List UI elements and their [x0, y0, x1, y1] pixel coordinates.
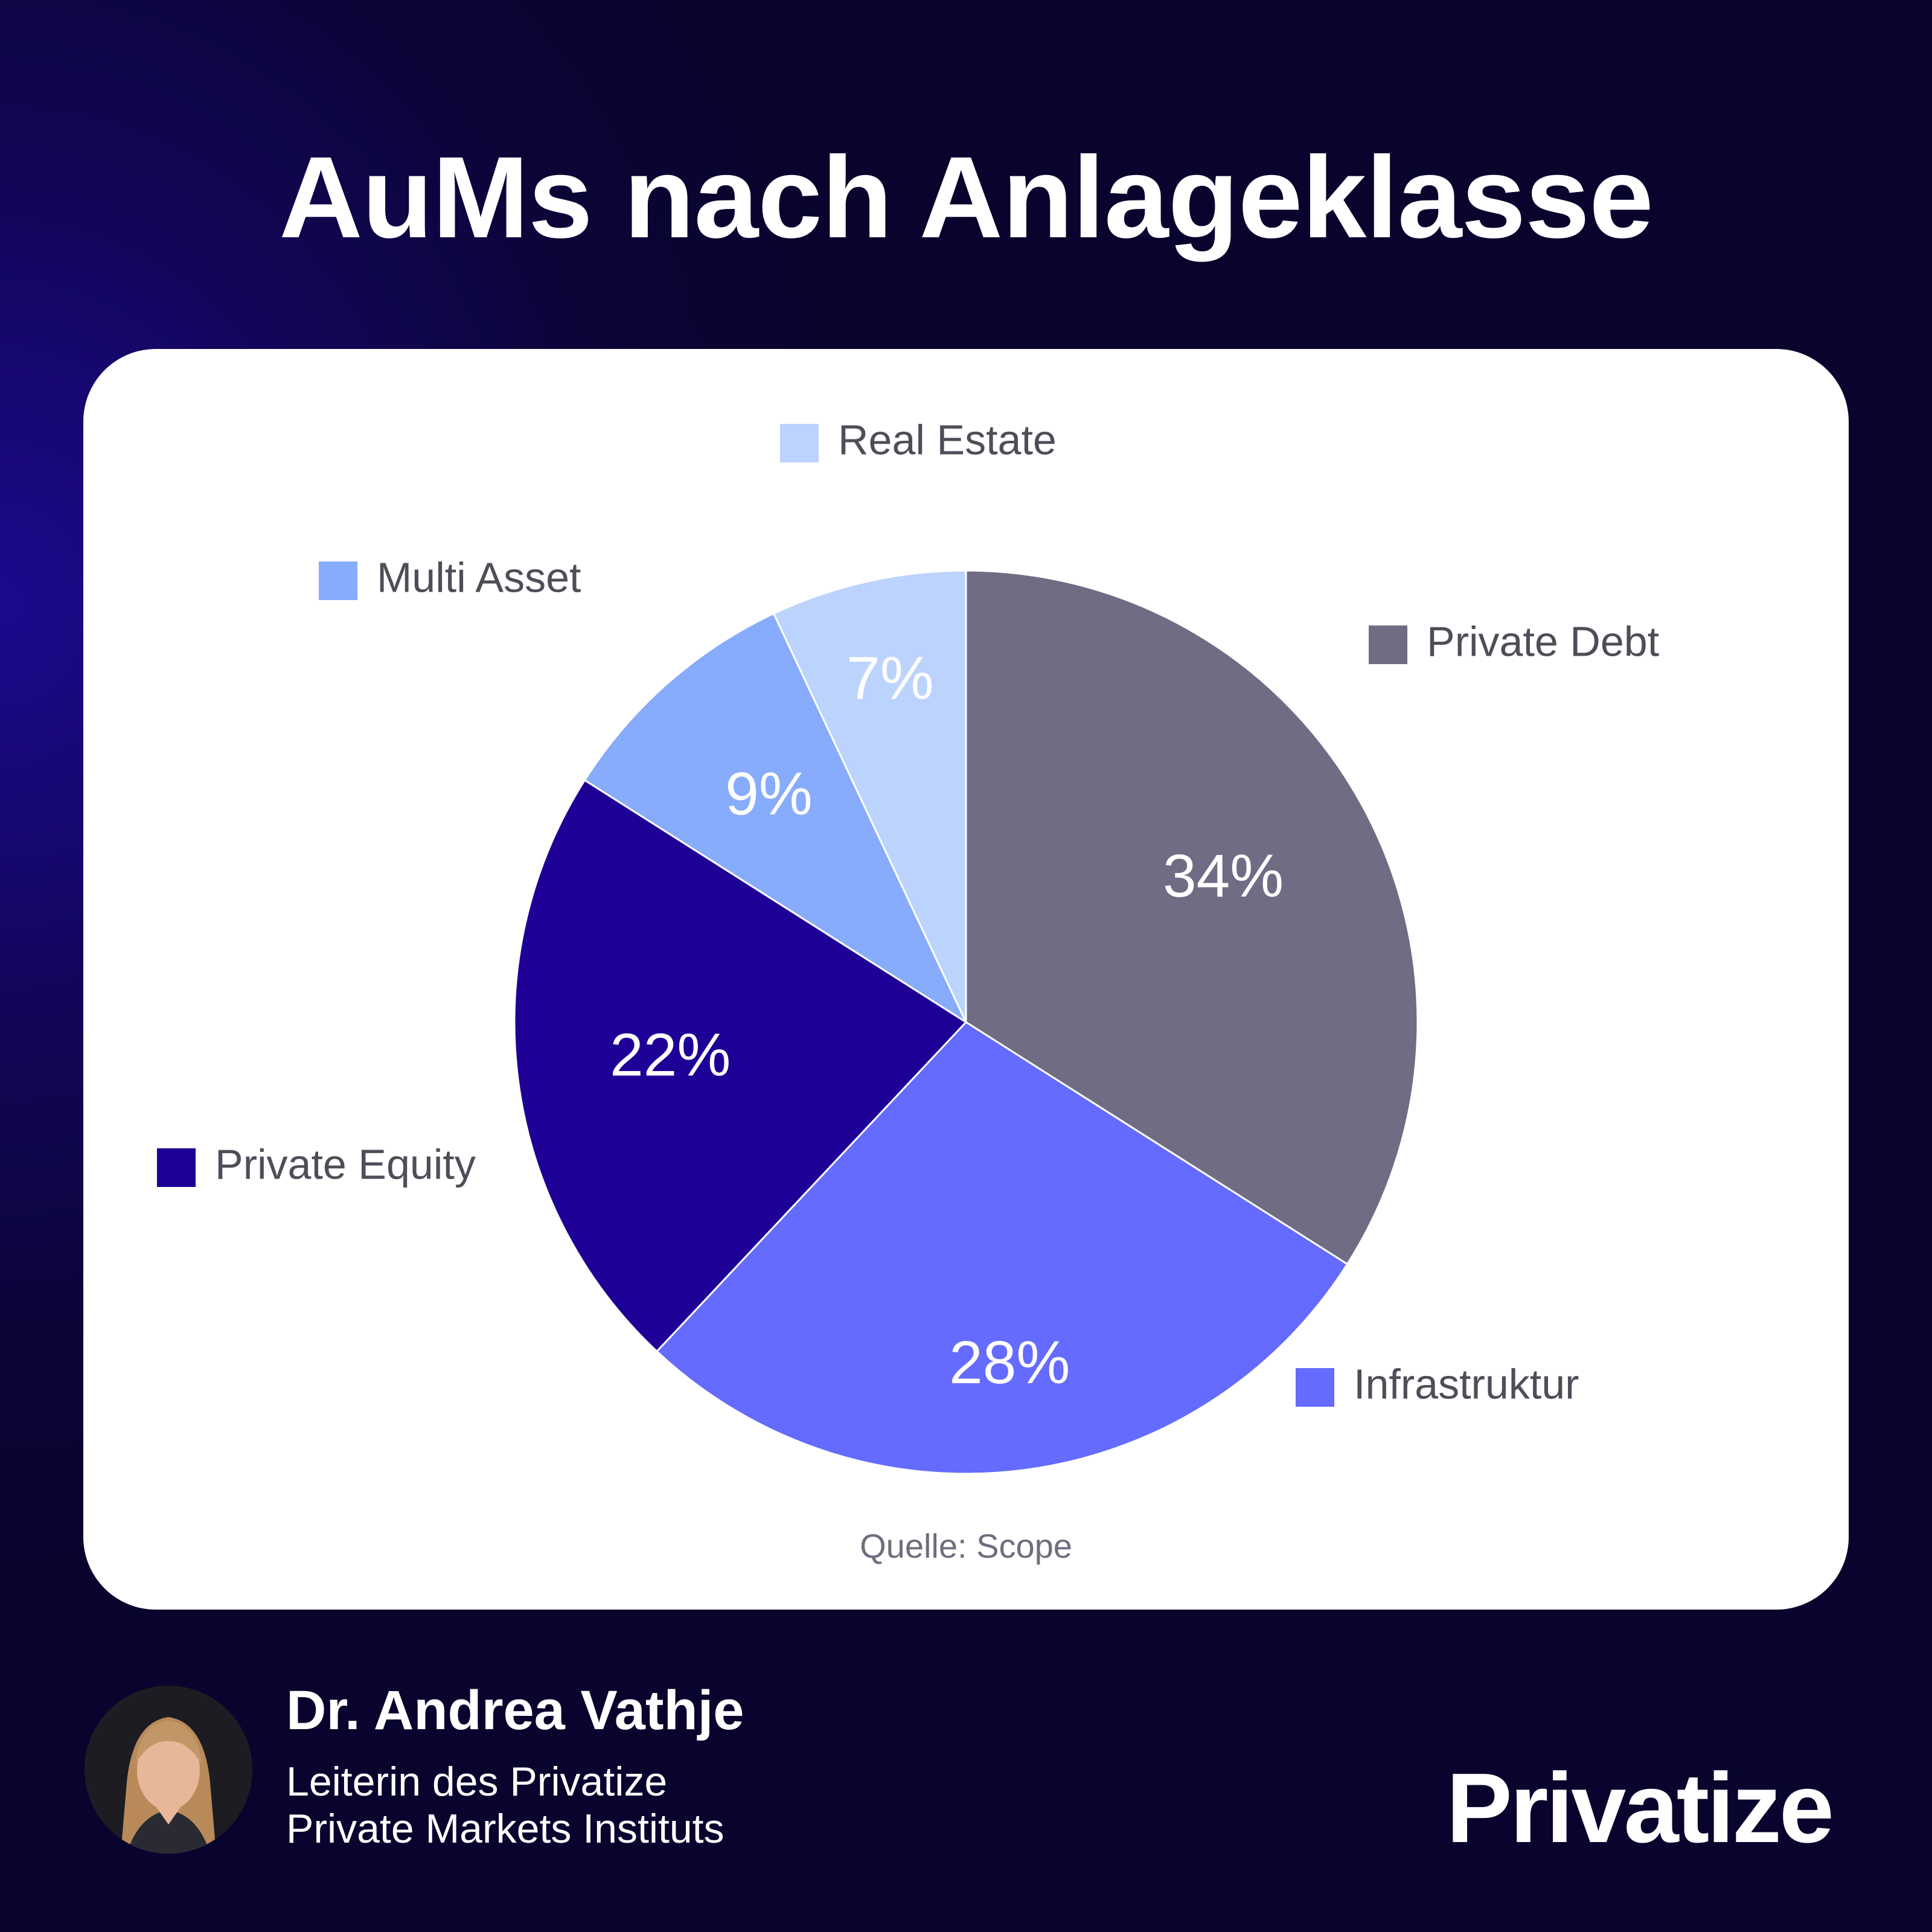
- legend-item-multi-asset: Multi Asset: [319, 554, 581, 601]
- author-role-line-2: Private Markets Instituts: [286, 1806, 724, 1852]
- legend-swatch-real-estate: [780, 424, 819, 462]
- author-name: Dr. Andrea Vathje: [286, 1680, 744, 1741]
- legend-label-multi-asset: Multi Asset: [377, 554, 581, 601]
- legend-swatch-private-debt: [1369, 625, 1407, 664]
- legend-label-private-equity: Private Equity: [215, 1140, 476, 1188]
- value-label-private-debt: 34%: [1163, 842, 1284, 910]
- author-role: Leiterin des Privatize Private Markets I…: [286, 1758, 724, 1852]
- page-title: AuMs nach Anlageklasse: [279, 132, 1654, 262]
- legend-swatch-infrastruktur: [1296, 1368, 1334, 1407]
- author-avatar: [85, 1686, 252, 1854]
- legend-swatch-private-equity: [157, 1148, 196, 1187]
- pie-slice-private-debt: [965, 569, 1419, 1265]
- value-label-infrastruktur: 28%: [949, 1329, 1070, 1396]
- author-role-line-1: Leiterin des Privatize: [286, 1759, 668, 1805]
- legend-item-private-debt: Private Debt: [1369, 618, 1659, 665]
- pie-slice-private-equity: [513, 779, 968, 1353]
- legend-swatch-multi-asset: [319, 561, 357, 600]
- legend-item-real-estate: Real Estate: [780, 416, 1057, 463]
- pie-slice-multi-asset: [583, 612, 968, 1025]
- legend-item-private-equity: Private Equity: [157, 1140, 476, 1188]
- legend-label-private-debt: Private Debt: [1427, 618, 1659, 665]
- value-label-multi-asset: 9%: [725, 760, 813, 828]
- legend-label-infrastruktur: Infrastruktur: [1354, 1360, 1579, 1407]
- pie-slice-infrastruktur: [655, 1021, 1349, 1475]
- author-photo-icon: [85, 1686, 252, 1854]
- pie-slice-real-estate: [772, 569, 967, 1023]
- chart-source: Quelle: Scope: [860, 1527, 1072, 1565]
- legend-label-real-estate: Real Estate: [838, 416, 1057, 463]
- brand-logo: Privatize: [1446, 1753, 1834, 1863]
- legend-item-infrastruktur: Infrastruktur: [1296, 1360, 1579, 1407]
- value-label-private-equity: 22%: [610, 1021, 731, 1089]
- value-label-real-estate: 7%: [846, 644, 934, 712]
